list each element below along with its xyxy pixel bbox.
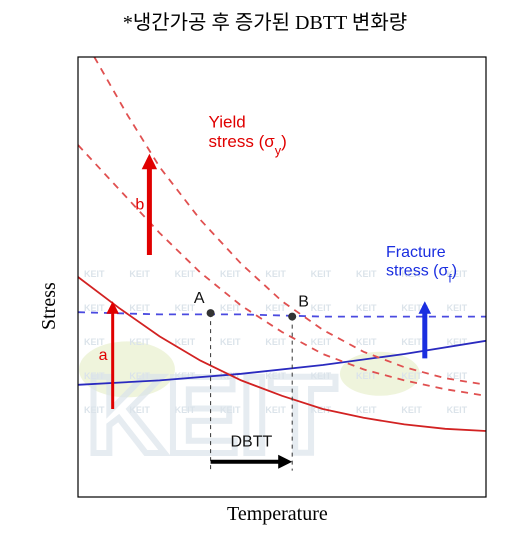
svg-text:KEIT: KEIT xyxy=(84,371,105,381)
arrow-head-icon xyxy=(142,154,157,169)
point-a xyxy=(207,309,215,317)
svg-text:KEIT: KEIT xyxy=(175,303,196,313)
svg-text:KEIT: KEIT xyxy=(265,405,286,415)
svg-text:KEIT: KEIT xyxy=(220,405,241,415)
svg-text:KEIT: KEIT xyxy=(220,303,241,313)
point-label-a: A xyxy=(194,290,205,307)
svg-text:KEIT: KEIT xyxy=(447,405,468,415)
svg-text:KEIT: KEIT xyxy=(220,337,241,347)
svg-text:KEIT: KEIT xyxy=(311,303,332,313)
svg-text:KEIT: KEIT xyxy=(401,303,422,313)
svg-text:KEIT: KEIT xyxy=(447,303,468,313)
svg-text:KEIT: KEIT xyxy=(401,371,422,381)
svg-text:KEIT: KEIT xyxy=(311,269,332,279)
svg-text:KEIT: KEIT xyxy=(356,303,377,313)
svg-text:KEIT: KEIT xyxy=(129,371,150,381)
point-b xyxy=(288,313,296,321)
svg-text:KEIT: KEIT xyxy=(265,303,286,313)
svg-text:KEIT: KEIT xyxy=(265,269,286,279)
svg-text:KEIT: KEIT xyxy=(401,337,422,347)
svg-text:KEIT: KEIT xyxy=(84,405,105,415)
yield-stress-label: Yieldstress (σy) xyxy=(209,112,287,157)
svg-text:KEIT: KEIT xyxy=(129,405,150,415)
schematic-plot: KEIT KEIT KEIT KEIT KEIT KEIT KEIT KEIT KEIT KEIT… xyxy=(0,39,530,549)
svg-text:KEIT: KEIT xyxy=(356,405,377,415)
svg-text:KEIT: KEIT xyxy=(356,269,377,279)
svg-text:KEIT: KEIT xyxy=(265,337,286,347)
figure-title: *냉간가공 후 증가된 DBTT 변화량 xyxy=(0,6,530,35)
svg-text:KEIT: KEIT xyxy=(175,337,196,347)
dbtt-label: DBTT xyxy=(231,433,273,450)
arrow-label: b xyxy=(135,196,144,213)
svg-text:KEIT: KEIT xyxy=(220,269,241,279)
point-label-b: B xyxy=(298,294,309,311)
svg-text:KEIT: KEIT xyxy=(86,354,337,477)
svg-text:KEIT: KEIT xyxy=(129,269,150,279)
fracture-stress-label: Fracturestress (σf) xyxy=(386,244,457,285)
svg-text:KEIT: KEIT xyxy=(356,337,377,347)
plot-svg: KEIT KEIT KEIT KEIT KEIT KEIT KEIT KEIT KEIT KEIT… xyxy=(0,39,530,549)
svg-text:KEIT: KEIT xyxy=(401,405,422,415)
svg-text:KEIT: KEIT xyxy=(175,405,196,415)
svg-text:KEIT: KEIT xyxy=(265,371,286,381)
arrow-label: a xyxy=(99,347,108,364)
svg-text:KEIT: KEIT xyxy=(84,337,105,347)
svg-text:KEIT: KEIT xyxy=(311,371,332,381)
svg-text:KEIT: KEIT xyxy=(311,337,332,347)
svg-text:KEIT: KEIT xyxy=(84,269,105,279)
svg-text:KEIT: KEIT xyxy=(129,337,150,347)
svg-text:KEIT: KEIT xyxy=(175,269,196,279)
svg-text:KEIT: KEIT xyxy=(129,303,150,313)
svg-text:KEIT: KEIT xyxy=(84,303,105,313)
